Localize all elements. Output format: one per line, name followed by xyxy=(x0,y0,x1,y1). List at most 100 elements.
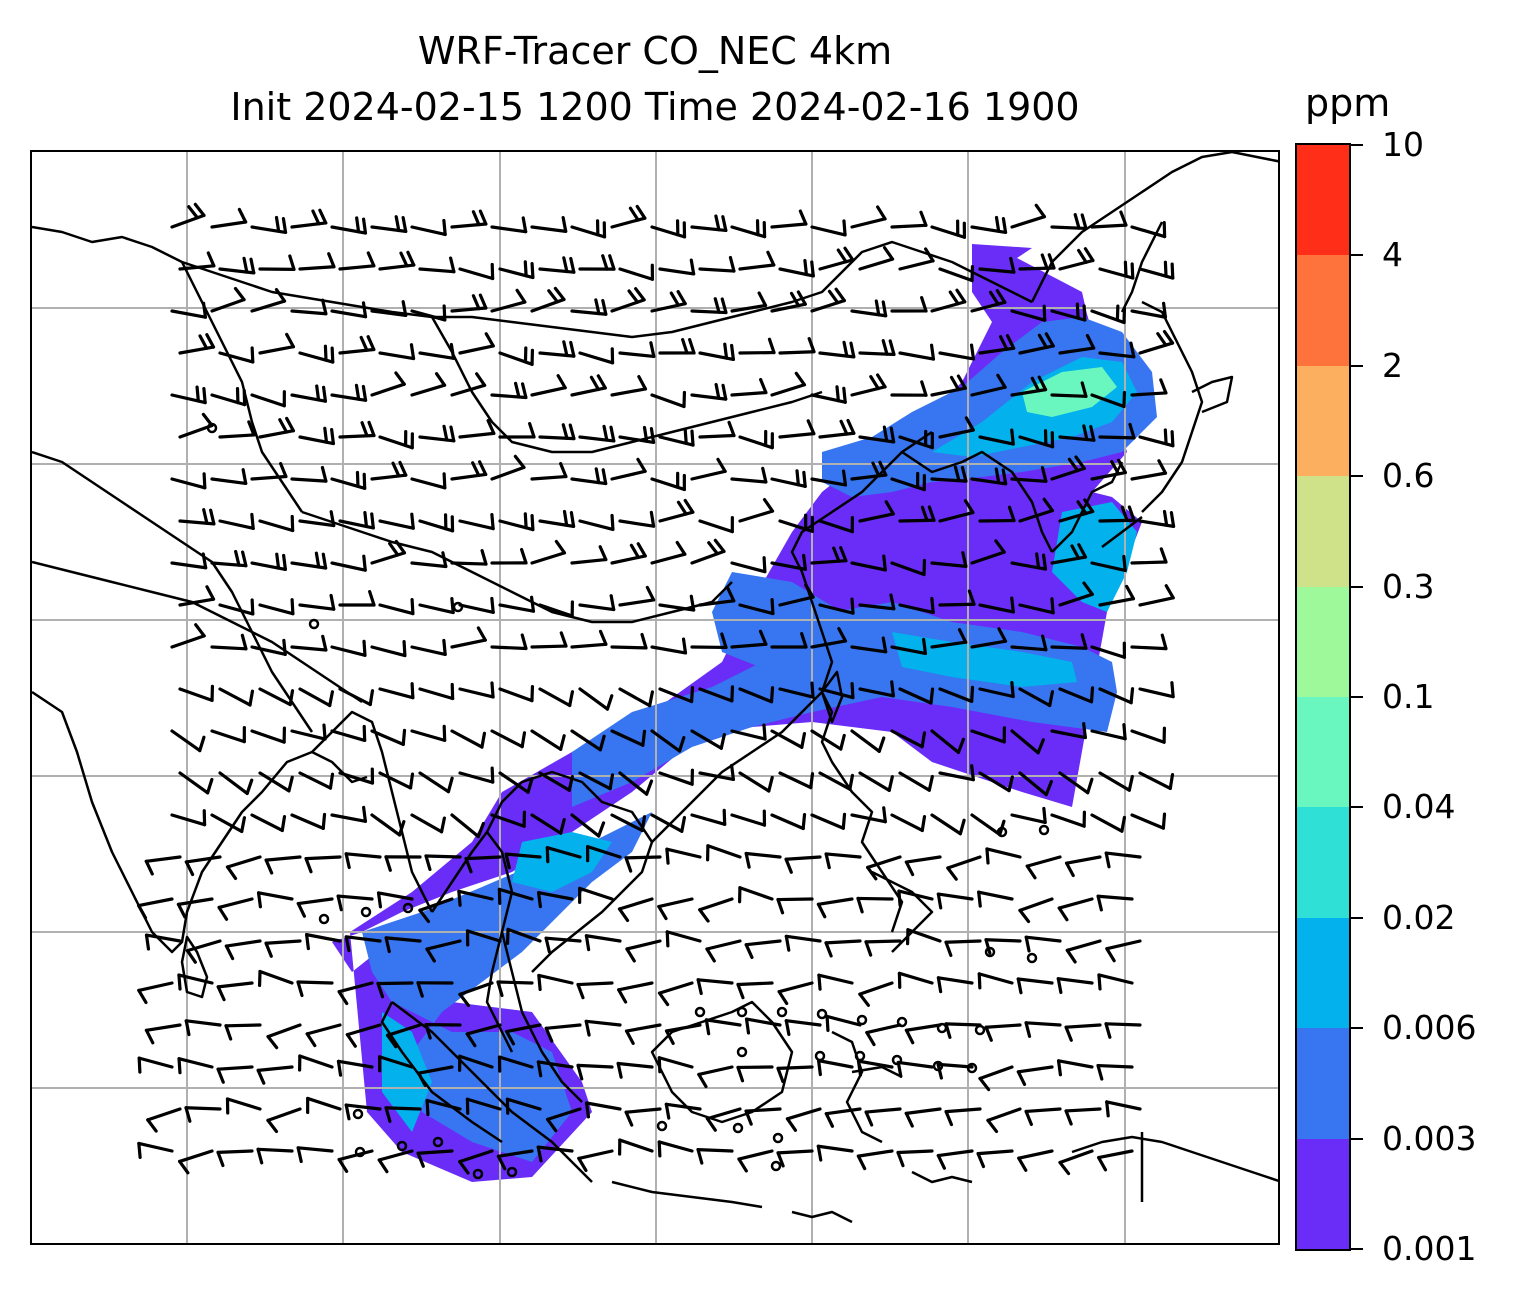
wind-barb-staff xyxy=(1105,1100,1142,1111)
wind-barb-feather xyxy=(669,291,680,307)
wind-barb-feather xyxy=(209,508,216,526)
wind-barb-feather xyxy=(889,426,896,444)
wind-barb-staff xyxy=(970,813,1002,837)
wind-barb-feather xyxy=(409,343,416,361)
wind-barb-feather xyxy=(594,298,601,316)
wind-barb-staff xyxy=(930,640,968,649)
wind-barb-feather xyxy=(767,337,776,355)
wind-barb-staff xyxy=(538,687,572,708)
wind-barb-feather xyxy=(397,820,406,837)
wind-barb-feather xyxy=(1010,680,1015,699)
wind-barb-staff xyxy=(738,263,776,271)
wind-barb-feather xyxy=(1170,681,1175,699)
wind-barb-feather xyxy=(449,256,456,274)
wind-barb-staff xyxy=(730,729,767,741)
wind-barb-staff xyxy=(658,771,694,786)
wind-barb-staff xyxy=(1098,518,1136,523)
wind-barb-staff xyxy=(970,639,1008,649)
wind-barb-feather xyxy=(322,385,328,403)
wind-barb-feather xyxy=(234,549,241,567)
wind-barb-feather xyxy=(957,628,968,644)
wind-barb-staff xyxy=(1018,509,1054,523)
wind-barb-feather xyxy=(386,1033,398,1049)
wind-barb-feather xyxy=(596,374,607,390)
wind-barb-feather xyxy=(864,1110,874,1127)
wind-barb-feather xyxy=(1024,1109,1033,1127)
wind-barb-feather xyxy=(930,596,935,615)
wind-barb-feather xyxy=(986,1118,999,1134)
coastline-segment xyxy=(380,1001,503,1144)
wind-barb-staff xyxy=(250,729,286,744)
wind-barb-feather xyxy=(1064,861,1075,878)
colorbar-tick-label: 0.3 xyxy=(1382,566,1435,606)
wind-barb-feather xyxy=(530,261,535,280)
wind-barb-feather xyxy=(355,216,361,234)
colorbar-tick xyxy=(1351,475,1363,478)
wind-barb-feather xyxy=(876,373,887,389)
wind-barb-staff xyxy=(576,981,614,987)
wind-barb-staff xyxy=(738,509,775,523)
wind-barb-feather xyxy=(1127,774,1134,792)
wind-barb-staff xyxy=(376,981,414,986)
wind-barb-staff xyxy=(818,431,856,439)
wind-barb-staff xyxy=(330,225,368,235)
wind-barb-feather xyxy=(944,940,953,957)
wind-barb-feather xyxy=(617,988,628,1004)
calm-marker xyxy=(352,1108,364,1120)
wind-barb-feather xyxy=(471,461,481,477)
wind-barb-feather xyxy=(707,541,719,556)
wind-barb-staff xyxy=(410,477,447,490)
wind-barb-feather xyxy=(675,540,687,556)
wind-barb-feather xyxy=(1025,864,1037,880)
wind-barb-feather xyxy=(1096,1063,1104,1081)
wind-barb-feather xyxy=(360,421,369,438)
coastline-segment xyxy=(32,560,363,704)
wind-barb-staff xyxy=(1010,645,1048,652)
wind-barb-staff xyxy=(936,1062,974,1069)
wind-barb-staff xyxy=(1096,894,1134,901)
wind-barb-feather xyxy=(800,731,807,749)
wind-barb-staff xyxy=(1058,1149,1094,1165)
wind-barb-feather xyxy=(882,425,889,443)
wind-barb-staff xyxy=(665,847,702,859)
wind-barb-feather xyxy=(490,766,495,784)
wind-barb-staff xyxy=(144,855,182,863)
wind-barb-staff xyxy=(306,1096,342,1111)
wind-barb-feather xyxy=(1005,334,1016,350)
wind-barb-feather xyxy=(408,772,415,790)
wind-barb-feather xyxy=(1080,213,1088,231)
wind-barb-staff xyxy=(178,345,216,355)
wind-barb-staff xyxy=(1058,592,1094,607)
wind-barb-staff xyxy=(570,557,608,565)
wind-barb-feather xyxy=(1067,457,1080,473)
map-panel[interactable] xyxy=(30,150,1280,1245)
wind-barb-feather xyxy=(800,632,808,649)
wind-barb-feather xyxy=(1125,584,1136,601)
wind-barb-staff xyxy=(216,1149,254,1154)
wind-barb-feather xyxy=(505,1029,516,1046)
wind-barb-staff xyxy=(496,980,534,985)
wind-barb-staff xyxy=(858,981,894,996)
wind-barb-staff xyxy=(490,393,528,400)
wind-barb-staff xyxy=(946,855,982,870)
wind-barb-staff xyxy=(690,729,723,750)
wind-barb-feather xyxy=(887,775,894,792)
wind-barb-feather xyxy=(362,554,367,572)
wind-barb-feather xyxy=(770,597,775,616)
wind-barb-feather xyxy=(521,216,528,234)
wind-barb-staff xyxy=(1010,477,1048,483)
wind-barb-staff xyxy=(330,813,368,823)
wind-barb-feather xyxy=(785,1117,798,1132)
wind-barb-feather xyxy=(478,209,488,226)
wind-barb-feather xyxy=(1056,1059,1063,1077)
wind-barb-feather xyxy=(554,539,567,555)
wind-barb-staff xyxy=(418,351,456,360)
wind-barb-feather xyxy=(1034,203,1046,219)
wind-barb-staff xyxy=(570,309,608,316)
wind-barb-staff xyxy=(858,603,896,611)
wind-barb-feather xyxy=(318,208,328,225)
wind-barb-feather xyxy=(970,685,975,703)
wind-barb-staff xyxy=(298,435,335,446)
wind-barb-feather xyxy=(605,694,614,711)
wind-barb-feather xyxy=(1030,376,1041,393)
